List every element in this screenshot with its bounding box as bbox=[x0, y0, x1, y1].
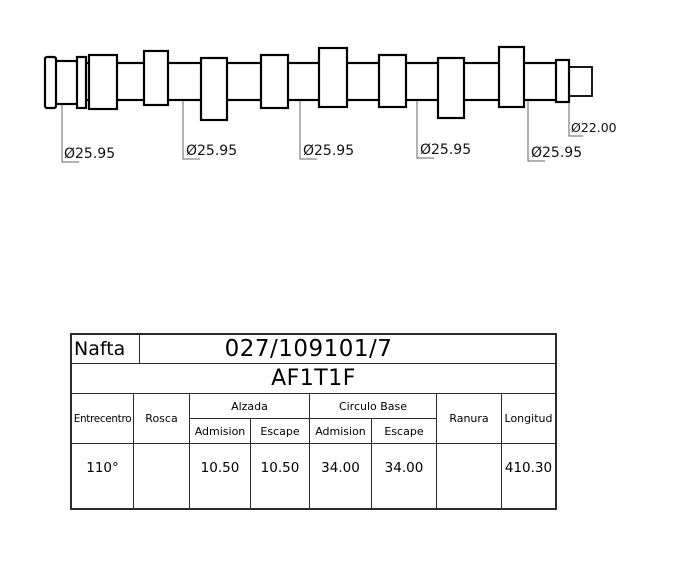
dimension-label: Ø25.95 bbox=[420, 142, 471, 158]
camshaft-lobe-5 bbox=[497, 45, 526, 109]
fuel-type-cell: Nafta bbox=[72, 335, 140, 363]
camshaft-lobe-2 bbox=[199, 56, 229, 122]
value-entrecentro: 110° bbox=[72, 444, 134, 508]
camshaft-journal-2 bbox=[259, 53, 290, 110]
dimension-leader-line bbox=[299, 101, 317, 160]
value-longitud: 410.30 bbox=[504, 460, 553, 476]
value-circulo-escape: 34.00 bbox=[372, 444, 437, 508]
camshaft-front-hub bbox=[53, 59, 81, 106]
dimension-leader-line bbox=[61, 105, 79, 163]
camshaft-journal-3 bbox=[377, 53, 408, 109]
header-circulo-admision: Admision bbox=[310, 419, 372, 444]
header-circulo-base: Circulo Base bbox=[310, 394, 437, 419]
spec-table: Nafta 027/109101/7 AF1T1F Entrecentro Ro… bbox=[70, 333, 557, 510]
camshaft-shaft bbox=[50, 61, 564, 102]
code-cell: AF1T1F bbox=[72, 364, 555, 394]
camshaft-lobe-1 bbox=[142, 49, 170, 107]
dimension-label: Ø25.95 bbox=[64, 146, 115, 162]
header-alzada: Alzada bbox=[190, 394, 310, 419]
dimension-label: Ø25.95 bbox=[186, 143, 237, 159]
dimension-leader-line bbox=[416, 101, 434, 159]
value-circulo-admision: 34.00 bbox=[310, 444, 372, 508]
dimension-label: Ø22.00 bbox=[571, 120, 617, 135]
dimension-leader-line bbox=[182, 101, 200, 160]
header-alzada-admision: Admision bbox=[190, 419, 251, 444]
value-alzada-escape: 10.50 bbox=[251, 444, 310, 508]
spec-table-row-part-number: Nafta 027/109101/7 bbox=[72, 335, 555, 364]
dimension-leader-line bbox=[527, 101, 545, 162]
camshaft-rear-ring bbox=[554, 58, 571, 104]
camshaft-journal-1 bbox=[87, 53, 119, 111]
value-rosca bbox=[134, 444, 190, 508]
dimension-label: Ø25.95 bbox=[303, 143, 354, 159]
dimension-leader-line bbox=[568, 103, 583, 137]
header-longitud: Longitud bbox=[502, 394, 555, 444]
camshaft-end-disc bbox=[43, 55, 58, 110]
header-rosca: Rosca bbox=[134, 394, 190, 444]
header-entrecentro: Entrecentro bbox=[72, 394, 134, 444]
header-circulo-escape: Escape bbox=[372, 419, 437, 444]
camshaft-lobe-4 bbox=[436, 56, 466, 120]
dimension-label: Ø25.95 bbox=[531, 145, 582, 161]
part-number-cell: 027/109101/7 bbox=[224, 336, 393, 362]
camshaft-lobe-3 bbox=[317, 46, 349, 109]
value-ranura bbox=[437, 444, 502, 508]
camshaft-front-ring bbox=[75, 55, 88, 110]
value-alzada-admision: 10.50 bbox=[190, 444, 251, 508]
camshaft-drawing: Ø25.95 Ø25.95 Ø25.95 Ø25.95 Ø25.95 Ø22.0… bbox=[43, 45, 617, 163]
header-alzada-escape: Escape bbox=[251, 419, 310, 444]
header-ranura: Ranura bbox=[437, 394, 502, 444]
spec-grid: Entrecentro Rosca Alzada Circulo Base Ra… bbox=[72, 394, 555, 508]
